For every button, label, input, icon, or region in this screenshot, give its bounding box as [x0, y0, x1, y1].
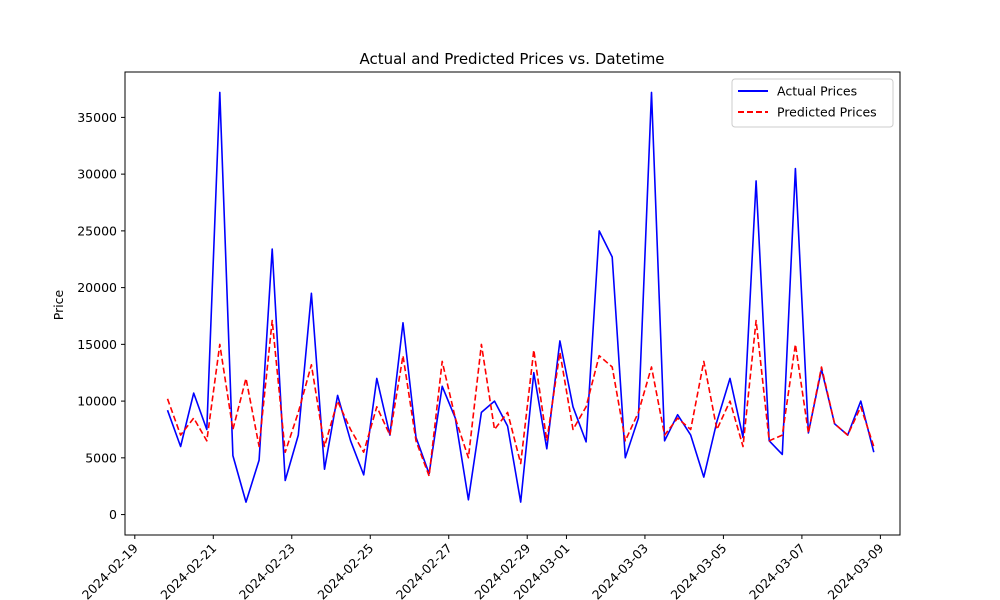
y-tick-label: 0 — [109, 507, 117, 522]
y-axis-title: Price — [51, 289, 66, 320]
legend-label-actual: Actual Prices — [777, 84, 857, 99]
y-tick-label: 15000 — [77, 337, 117, 352]
series-line-predicted — [166, 319, 875, 477]
series-layer — [166, 91, 875, 503]
y-tick-label: 25000 — [77, 223, 117, 238]
y-axis: 0 5000 10000 15000 20000 25000 30000 35000 — [77, 110, 125, 522]
y-tick-label: 5000 — [85, 450, 117, 465]
y-tick-label: 20000 — [77, 280, 117, 295]
legend: Actual Prices Predicted Prices — [731, 78, 894, 128]
chart-title: Actual and Predicted Prices vs. Datetime — [359, 50, 664, 68]
y-tick-label: 35000 — [77, 110, 117, 125]
axes-frame — [124, 71, 901, 536]
y-tick-label: 10000 — [77, 394, 117, 409]
legend-box — [731, 78, 894, 128]
series-line-actual — [166, 91, 875, 503]
legend-label-predicted: Predicted Prices — [777, 105, 877, 120]
y-tick-label: 30000 — [77, 167, 117, 182]
